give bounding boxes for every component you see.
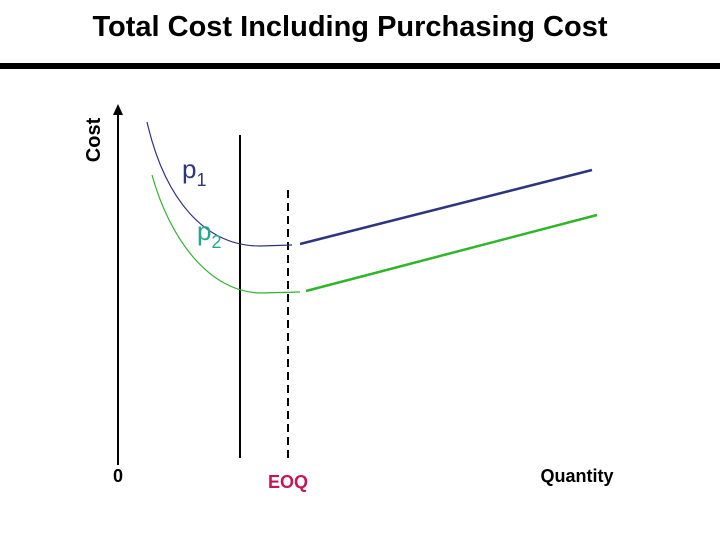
p2-sub: 2 [211, 232, 221, 252]
p1-curve [146, 121, 293, 247]
title: Total Cost Including Purchasing Cost [92, 11, 607, 43]
origin-label: 0 [113, 466, 123, 486]
p2-curve [151, 174, 301, 294]
p1-base: p [182, 154, 196, 184]
eoq-label: EOQ [268, 472, 308, 492]
title-rule [0, 63, 720, 69]
p2-base: p [197, 216, 211, 246]
p2-line [305, 213, 598, 293]
x-axis-label: Quantity [540, 466, 613, 486]
p1-sub: 1 [196, 170, 206, 190]
p1-line [299, 168, 593, 246]
p1-label: p1 [182, 154, 206, 190]
y-axis-arrow [113, 104, 123, 115]
y-axis-label: Cost [83, 117, 105, 162]
p2-label: p2 [197, 216, 221, 252]
